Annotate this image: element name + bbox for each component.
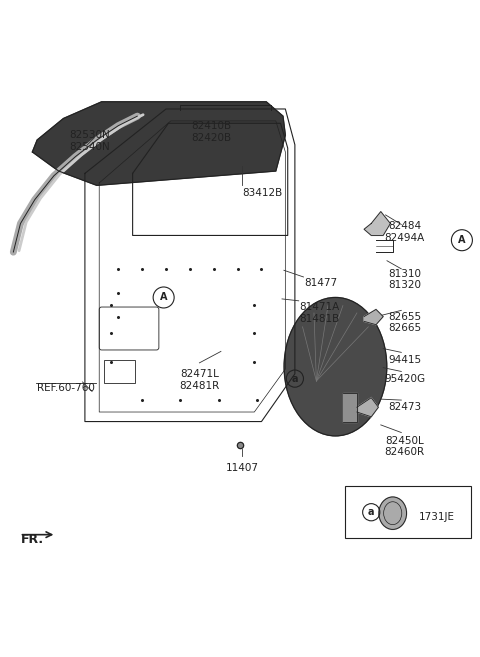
Text: 82530N
82540N: 82530N 82540N: [69, 131, 110, 152]
Polygon shape: [364, 309, 383, 325]
Polygon shape: [357, 397, 378, 417]
Text: 82655
82665: 82655 82665: [388, 312, 421, 333]
Ellipse shape: [379, 497, 407, 530]
Text: 82471L
82481R: 82471L 82481R: [180, 369, 219, 391]
Polygon shape: [364, 212, 390, 235]
Text: 82484
82494A: 82484 82494A: [384, 221, 425, 242]
Bar: [104, 359, 135, 384]
Text: 95420G: 95420G: [384, 374, 425, 384]
Text: REF.60-760: REF.60-760: [37, 384, 95, 394]
Text: 81477: 81477: [304, 279, 337, 288]
Polygon shape: [33, 102, 285, 185]
Text: A: A: [458, 235, 466, 245]
Text: 83412B: 83412B: [242, 188, 283, 198]
Ellipse shape: [284, 298, 387, 436]
Text: a: a: [292, 374, 298, 384]
Text: a: a: [368, 507, 374, 517]
Text: A: A: [160, 292, 168, 302]
Text: 94415: 94415: [388, 355, 421, 365]
Bar: [345, 486, 471, 539]
Text: FR.: FR.: [21, 533, 44, 546]
Polygon shape: [343, 393, 357, 422]
Text: 81471A
81481B: 81471A 81481B: [300, 302, 340, 324]
Text: 82450L
82460R: 82450L 82460R: [384, 436, 425, 457]
Text: 1731JE: 1731JE: [419, 512, 455, 522]
Text: 82473: 82473: [388, 403, 421, 413]
Text: 11407: 11407: [226, 463, 259, 473]
Text: 82410B
82420B: 82410B 82420B: [192, 121, 231, 143]
Text: 81310
81320: 81310 81320: [388, 269, 421, 290]
